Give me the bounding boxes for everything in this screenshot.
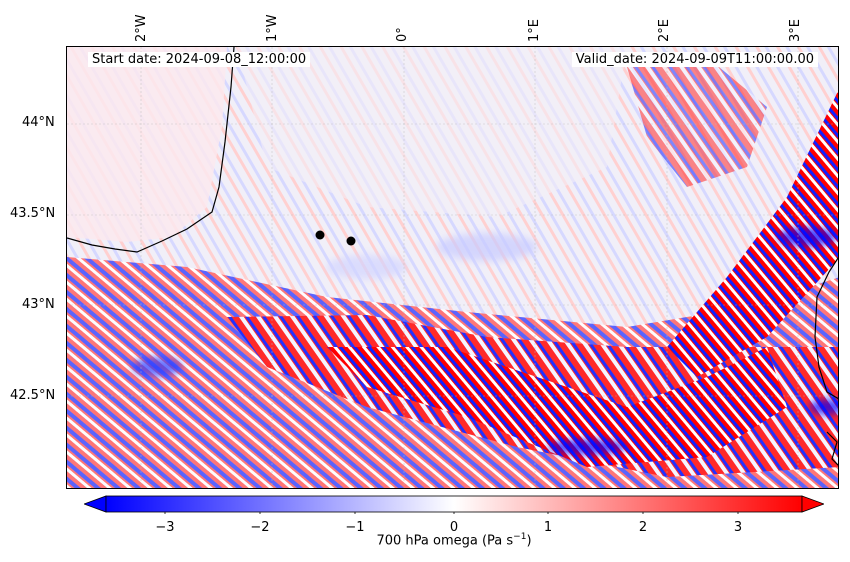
colorbar-tick-minus3: −3 — [155, 520, 175, 535]
marker-point-2 — [346, 236, 356, 246]
colorbar-tick-1: 1 — [543, 520, 553, 535]
lon-label-2w: 2°W — [134, 14, 149, 42]
colorbar-label-exponent: −1 — [513, 532, 527, 542]
map-panel — [66, 46, 839, 489]
start-date-label: Start date: 2024-09-08_12:00:00 — [88, 52, 311, 67]
omega-field-map — [67, 47, 838, 488]
lat-label-43-5n: 43.5°N — [10, 206, 56, 221]
lon-label-1w: 1°W — [265, 14, 280, 42]
colorbar-extend-high — [801, 495, 824, 513]
colorbar-gradient — [105, 495, 803, 513]
colorbar-tick-minus2: −2 — [250, 520, 270, 535]
lat-label-44n: 44°N — [22, 115, 55, 130]
colorbar-tick-minus1: −1 — [345, 520, 365, 535]
marker-point-1 — [315, 230, 325, 240]
lon-label-1e: 1°E — [527, 19, 542, 42]
colorbar-label-close: ) — [526, 533, 532, 549]
lat-label-42-5n: 42.5°N — [10, 388, 56, 403]
coastline-east — [814, 256, 838, 400]
colorbar-label-text: 700 hPa omega (Pa s — [376, 533, 514, 549]
valid-date-label: Valid_date: 2024-09-09T11:00:00.00 — [571, 52, 818, 67]
colorbar-extend-low — [84, 495, 107, 513]
coastline-west — [67, 47, 235, 253]
colorbar-tick-0: 0 — [449, 520, 459, 535]
colorbar-label: 700 hPa omega (Pa s−1) — [0, 532, 850, 548]
lon-label-2e: 2°E — [657, 19, 672, 42]
colorbar-tick-3: 3 — [733, 520, 743, 535]
colorbar-tick-2: 2 — [638, 520, 648, 535]
lat-label-43n: 43°N — [22, 297, 55, 312]
lon-label-0: 0° — [395, 27, 410, 42]
lon-label-3e: 3°E — [788, 19, 803, 42]
colorbar — [84, 495, 824, 514]
